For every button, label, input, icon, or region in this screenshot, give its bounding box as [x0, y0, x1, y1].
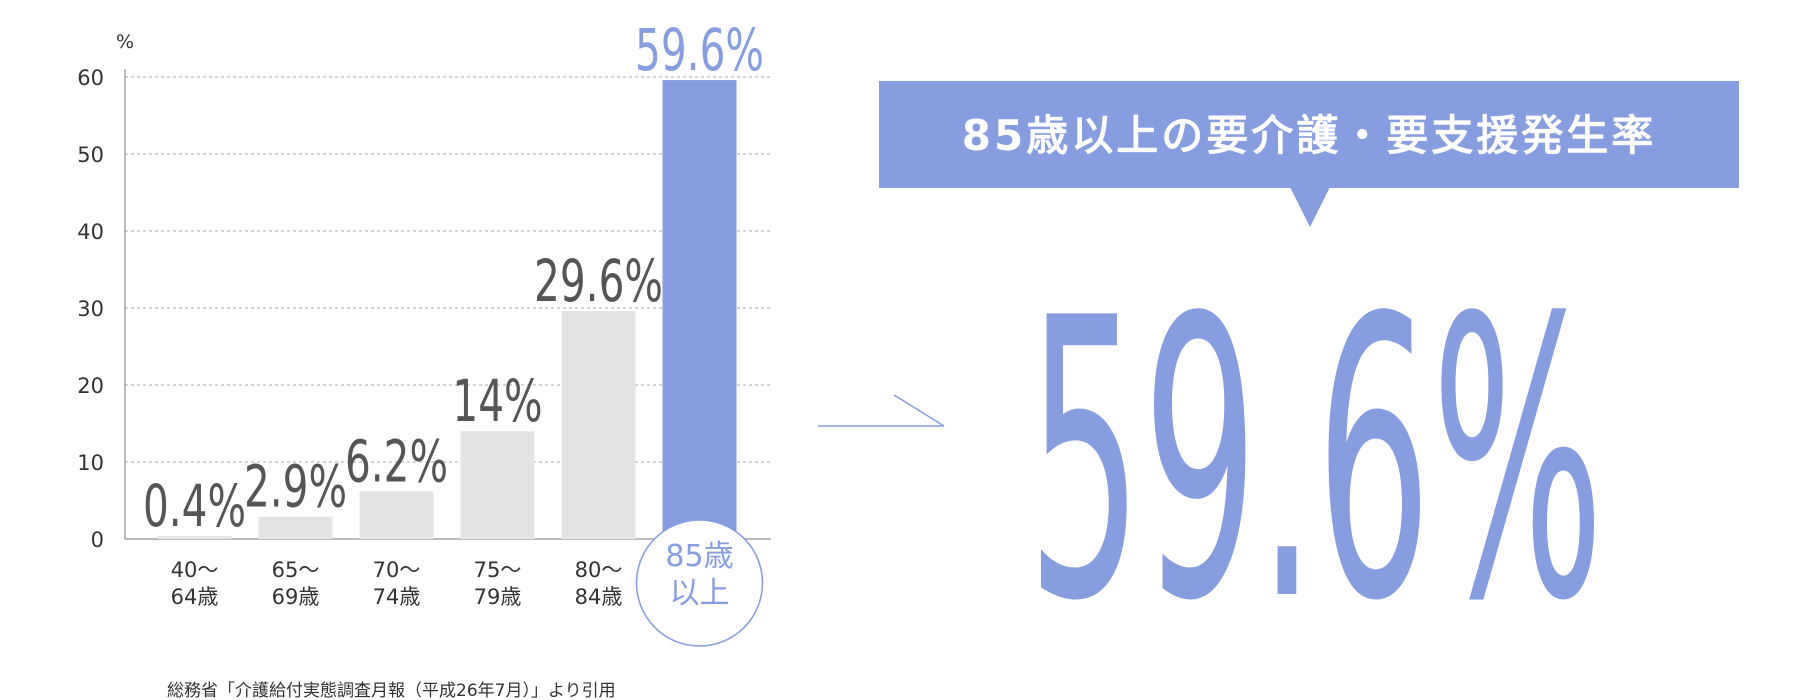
bar — [561, 311, 636, 539]
data-label-group: 0.4% — [143, 473, 246, 540]
data-label-group: 59.6% — [635, 17, 764, 84]
data-label-group: 29.6% — [534, 248, 663, 315]
callout-value: 59.6% — [1027, 237, 1604, 685]
y-tick-label: 40 — [77, 220, 104, 244]
x-tick-label: 40～ 64歳 — [170, 558, 219, 609]
y-tick-label: 30 — [77, 297, 104, 321]
data-label-group: 2.9% — [244, 453, 347, 520]
data-label: 14% — [452, 368, 542, 435]
data-label: 59.6% — [635, 17, 764, 84]
x-tick-label: 70～ 74歳 — [372, 558, 421, 609]
x-tick-label: 75～ 79歳 — [473, 558, 522, 609]
x-tick-label: 85歳 以上 — [665, 539, 734, 611]
arrow — [893, 394, 945, 427]
bar — [157, 535, 232, 539]
data-label: 29.6% — [534, 248, 663, 315]
data-label-group: 14% — [452, 368, 542, 435]
y-tick-label: 0 — [91, 528, 104, 552]
y-tick-label: 10 — [77, 451, 104, 475]
y-tick-label: 20 — [77, 374, 104, 398]
y-tick-label: 50 — [77, 143, 104, 167]
callout-pointer — [1290, 187, 1330, 227]
bar — [662, 80, 737, 539]
data-label: 0.4% — [143, 473, 246, 540]
x-tick-label: 65～ 69歳 — [271, 558, 320, 609]
category-highlight — [635, 519, 764, 647]
y-unit: % — [116, 31, 134, 53]
x-tick-label: 80～ 84歳 — [574, 558, 623, 609]
callout-banner — [879, 81, 1739, 188]
data-label-group: 6.2% — [345, 428, 448, 495]
bar — [460, 431, 535, 539]
source-note: 総務省「介護給付実態調査月報（平成26年7月）」より引用 — [167, 681, 616, 700]
bar — [359, 491, 434, 539]
bar — [258, 516, 333, 539]
callout-title: 85歳以上の要介護・要支援発生率 — [962, 111, 1656, 160]
data-label: 2.9% — [244, 453, 347, 520]
data-label: 6.2% — [345, 428, 448, 495]
y-tick-label: 60 — [77, 66, 104, 90]
